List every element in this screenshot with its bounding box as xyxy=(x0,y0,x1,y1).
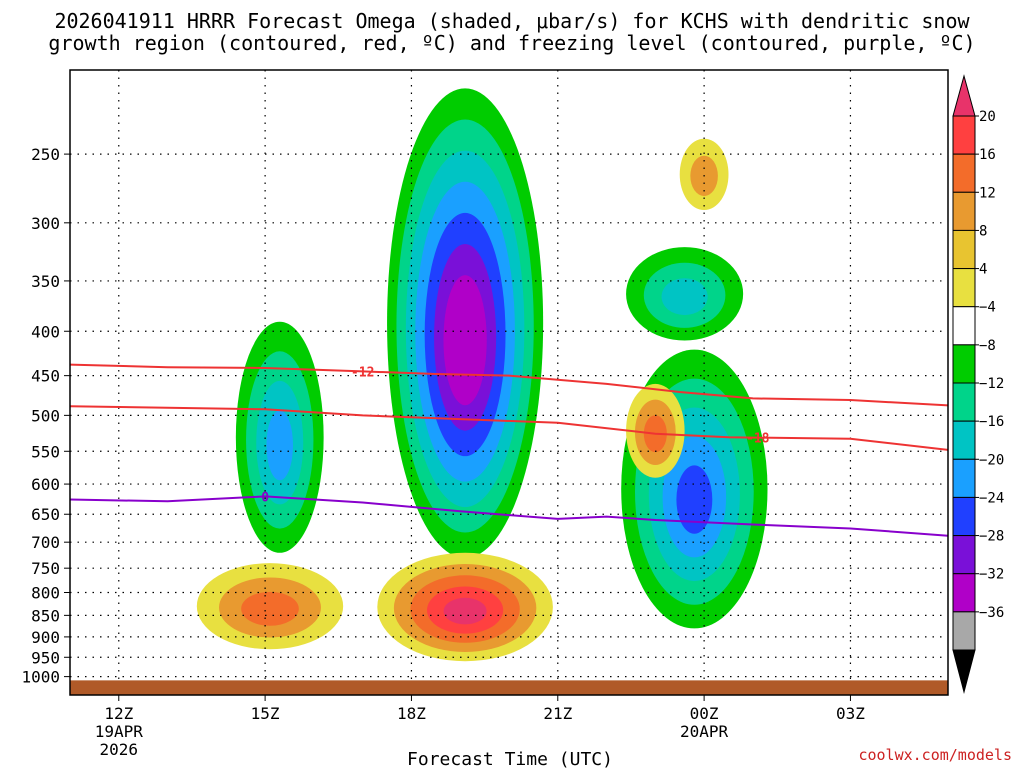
colorbar-label: 16 xyxy=(979,147,996,163)
dendritic-upper-label: -12 xyxy=(351,365,374,380)
credit-text: coolwx.com/models xyxy=(858,746,1012,764)
x-tick-label: 03Z xyxy=(836,704,865,723)
y-tick-label: 750 xyxy=(31,559,60,578)
colorbar-label: −28 xyxy=(979,529,1004,545)
y-tick-label: 550 xyxy=(31,442,60,461)
colorbar-label: −8 xyxy=(979,338,996,354)
colorbar-label: −12 xyxy=(979,376,1004,392)
x-axis-label: Forecast Time (UTC) xyxy=(407,749,613,768)
y-tick-label: 400 xyxy=(31,322,60,341)
y-tick-label: 850 xyxy=(31,606,60,625)
x-tick-label: 21Z xyxy=(543,704,572,723)
x-tick-year: 2026 xyxy=(100,740,139,759)
colorbar: 20 16 12 8 4 −4 −8 −12 −16 −20 −24 −28 −32 −36 xyxy=(952,74,1004,694)
colorbar-label: −16 xyxy=(979,414,1004,430)
colorbar-swatch xyxy=(952,611,976,651)
y-tick-label: 250 xyxy=(31,145,60,164)
x-tick-label: 18Z xyxy=(397,704,426,723)
colorbar-swatch xyxy=(952,268,976,308)
x-tick-date: 20APR xyxy=(680,722,729,741)
omega-feature xyxy=(679,138,729,211)
colorbar-label: 4 xyxy=(979,262,987,278)
colorbar-label: −32 xyxy=(979,567,1004,583)
y-tick-label: 350 xyxy=(31,272,60,291)
plot-frame xyxy=(69,69,949,696)
omega-feature xyxy=(626,247,744,341)
title-line-1: 2026041911 HRRR Forecast Omega (shaded, … xyxy=(54,9,970,33)
colorbar-label: 12 xyxy=(979,185,996,201)
dendritic-lower-line xyxy=(70,405,948,451)
colorbar-label: −36 xyxy=(979,605,1004,621)
omega-level xyxy=(676,465,713,534)
y-axis: 250 300 350 400 450 500 550 600 650 700 750 800 850 9… xyxy=(21,145,70,687)
omega-level xyxy=(452,306,478,380)
colorbar-bottom-triangle xyxy=(952,649,976,694)
y-tick-label: 1000 xyxy=(21,668,60,687)
colorbar-swatch xyxy=(952,344,976,384)
colorbar-swatch xyxy=(952,496,976,537)
contour-lines: -12 -18 0 xyxy=(70,363,948,537)
y-tick-label: 450 xyxy=(31,367,60,386)
y-tick-label: 600 xyxy=(31,475,60,494)
omega-shading xyxy=(196,88,768,662)
y-tick-label: 500 xyxy=(31,406,60,425)
omega-level xyxy=(661,278,708,316)
omega-feature xyxy=(377,552,553,662)
colorbar-swatch xyxy=(952,573,976,613)
colorbar-label: −20 xyxy=(979,452,1004,468)
colorbar-swatch xyxy=(952,306,976,346)
ground-strip xyxy=(70,680,948,695)
colorbar-label: −24 xyxy=(979,490,1004,506)
dendritic-lower-label: -18 xyxy=(746,432,770,447)
x-tick-label: 15Z xyxy=(251,704,280,723)
colorbar-swatch xyxy=(952,191,976,231)
colorbar-label: 8 xyxy=(979,223,987,239)
freezing-level-label: 0 xyxy=(261,490,269,505)
colorbar-swatch xyxy=(952,115,976,155)
x-tick-label: 12Z xyxy=(104,704,133,723)
omega-feature xyxy=(235,321,324,553)
y-tick-label: 900 xyxy=(31,628,60,647)
colorbar-label: −4 xyxy=(979,300,996,316)
colorbar-swatch xyxy=(952,382,976,422)
omega-feature xyxy=(196,563,344,650)
freezing-level-line xyxy=(70,495,948,537)
dendritic-upper-line xyxy=(70,363,948,407)
x-tick-date: 19APR xyxy=(95,722,144,741)
colorbar-swatch xyxy=(952,458,976,498)
colorbar-label: 20 xyxy=(979,109,996,125)
title-line-2: growth region (contoured, red, ºC) and f… xyxy=(48,31,976,55)
colorbar-swatch xyxy=(952,420,976,460)
y-tick-label: 700 xyxy=(31,533,60,552)
y-tick-label: 650 xyxy=(31,505,60,524)
y-tick-label: 950 xyxy=(31,648,60,667)
omega-level xyxy=(266,410,294,481)
colorbar-swatch xyxy=(952,535,976,575)
colorbar-top-triangle xyxy=(952,74,976,117)
omega-feature xyxy=(387,88,544,558)
omega-level xyxy=(241,591,299,626)
omega-level xyxy=(443,597,487,625)
y-tick-label: 300 xyxy=(31,214,60,233)
colorbar-swatch xyxy=(952,153,976,193)
x-tick-label: 00Z xyxy=(690,704,719,723)
colorbar-swatch xyxy=(952,229,976,270)
y-tick-label: 800 xyxy=(31,584,60,603)
